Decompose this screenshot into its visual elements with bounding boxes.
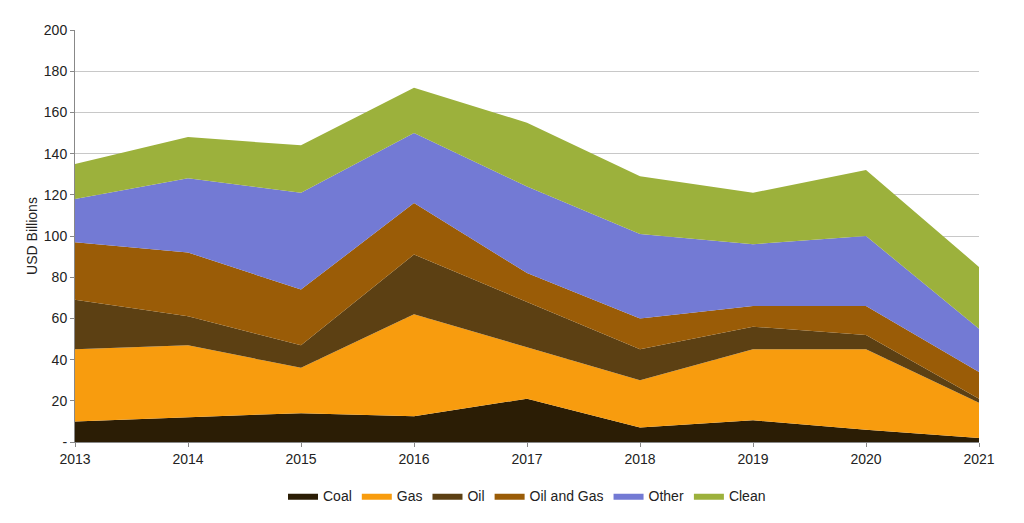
- svg-text:20: 20: [52, 393, 68, 409]
- svg-text:80: 80: [52, 269, 68, 285]
- svg-text:2015: 2015: [285, 451, 316, 467]
- svg-text:-: -: [63, 434, 68, 450]
- svg-text:2014: 2014: [172, 451, 203, 467]
- svg-text:2017: 2017: [511, 451, 542, 467]
- svg-text:2013: 2013: [59, 451, 90, 467]
- svg-text:60: 60: [52, 310, 68, 326]
- svg-text:Oil: Oil: [467, 488, 484, 504]
- svg-text:40: 40: [52, 352, 68, 368]
- svg-text:120: 120: [44, 187, 68, 203]
- svg-text:Gas: Gas: [397, 488, 423, 504]
- svg-text:180: 180: [44, 63, 68, 79]
- svg-text:200: 200: [44, 22, 68, 38]
- svg-text:Clean: Clean: [729, 488, 766, 504]
- svg-text:2016: 2016: [398, 451, 429, 467]
- svg-text:2021: 2021: [963, 451, 994, 467]
- svg-text:Oil and Gas: Oil and Gas: [530, 488, 604, 504]
- svg-text:140: 140: [44, 146, 68, 162]
- svg-text:100: 100: [44, 228, 68, 244]
- svg-text:2020: 2020: [850, 451, 881, 467]
- svg-text:160: 160: [44, 104, 68, 120]
- svg-text:Coal: Coal: [323, 488, 352, 504]
- svg-text:Other: Other: [649, 488, 684, 504]
- svg-text:2018: 2018: [624, 451, 655, 467]
- svg-text:USD Billions: USD Billions: [24, 197, 40, 275]
- svg-text:2019: 2019: [737, 451, 768, 467]
